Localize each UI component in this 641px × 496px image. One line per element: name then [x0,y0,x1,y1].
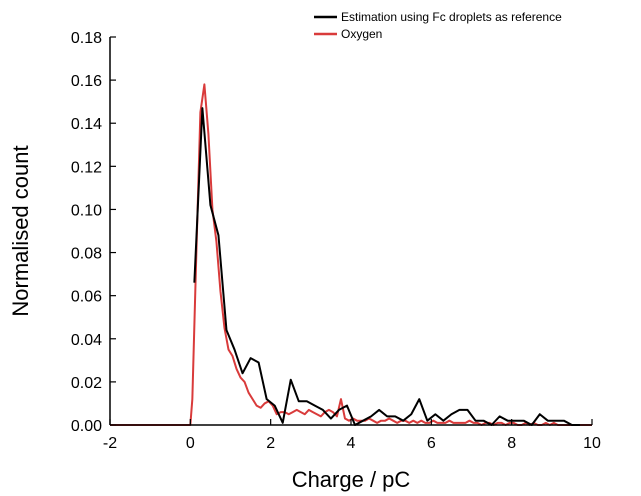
x-axis-title: Charge / pC [292,467,411,492]
legend-label-estimation: Estimation using Fc droplets as referenc… [341,10,562,24]
y-tick-label: 0.12 [71,159,102,176]
y-tick-label: 0.18 [71,30,102,47]
x-tick-label: 0 [186,435,195,452]
plot-series-group [110,83,592,426]
x-tick-label: -2 [103,435,117,452]
x-tick-label: 6 [427,435,436,452]
x-tick-label: 10 [583,435,601,452]
y-tick-label: 0.02 [71,375,102,392]
legend: Estimation using Fc droplets as referenc… [314,10,562,41]
y-axis-title: Normalised count [8,145,33,316]
y-tick-label: 0.10 [71,202,102,219]
y-tick-label: 0.16 [71,73,102,90]
series-line-oxygen [110,83,592,426]
x-tick-label: 8 [507,435,516,452]
x-tick-label: 4 [347,435,356,452]
y-axis-ticks: 0.00 0.02 0.04 0.06 0.08 0.10 0.12 0.14 0.16 0.18 [71,30,116,435]
series-line-estimation [193,107,580,426]
y-tick-label: 0.14 [71,116,102,133]
y-tick-label: 0.08 [71,246,102,263]
y-tick-label: 0.04 [71,332,102,349]
y-tick-label: 0.00 [71,418,102,435]
x-tick-label: 2 [266,435,275,452]
x-axis-ticks: -2 0 2 4 6 8 10 [103,419,601,452]
legend-label-oxygen: Oxygen [341,27,382,41]
y-tick-label: 0.06 [71,289,102,306]
